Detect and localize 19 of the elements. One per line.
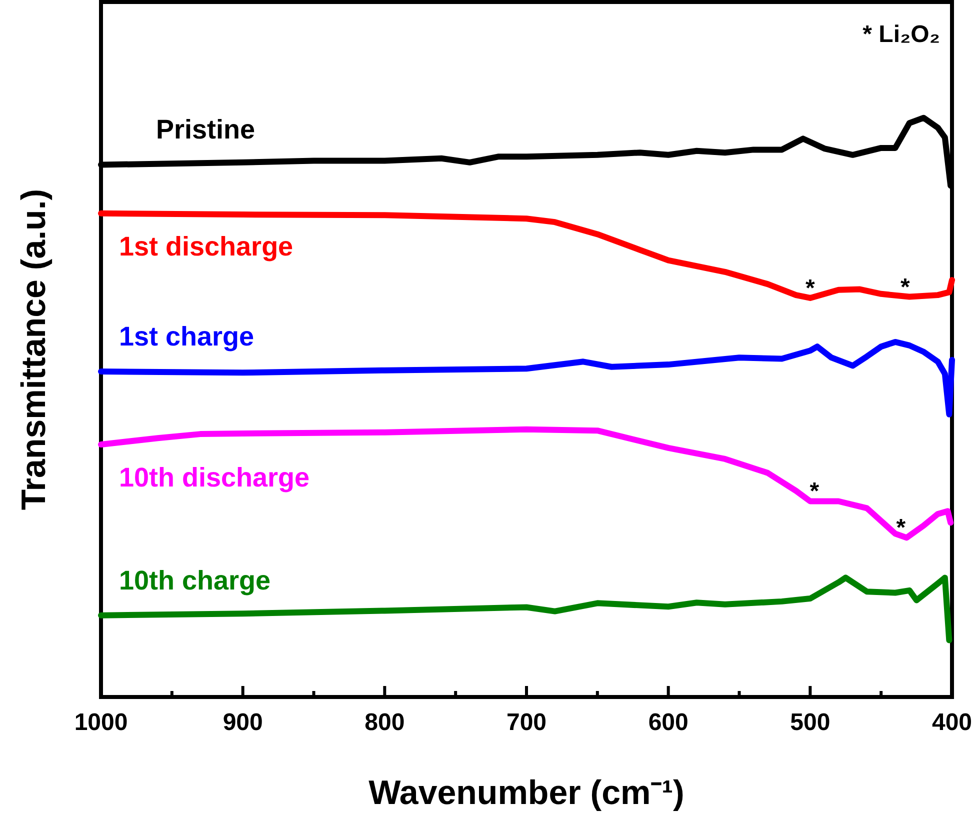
annotation: *	[896, 514, 906, 542]
series-label: 10th discharge	[119, 462, 310, 492]
y-axis-title: Transmittance (a.u.)	[15, 188, 53, 510]
x-axis-title: Wavenumber (cm⁻¹)	[368, 774, 684, 812]
series-label: Pristine	[156, 114, 256, 145]
x-tick-label: 700	[506, 709, 547, 736]
x-tick-label: 900	[222, 709, 263, 736]
text: * Li₂O₂	[862, 21, 940, 48]
annotation: *	[805, 274, 816, 302]
x-tick-label: 1000	[74, 709, 128, 736]
x-tick-label: 400	[932, 709, 972, 736]
x-tick-label: 500	[790, 709, 830, 736]
series-label: 1st discharge	[119, 231, 294, 262]
series-label: 1st charge	[119, 322, 254, 352]
annotation: *	[900, 274, 911, 301]
x-tick-label: 800	[364, 709, 405, 736]
series-label: 10th charge	[119, 565, 271, 596]
annotation: *	[810, 478, 820, 506]
x-tick-label: 600	[648, 709, 688, 736]
